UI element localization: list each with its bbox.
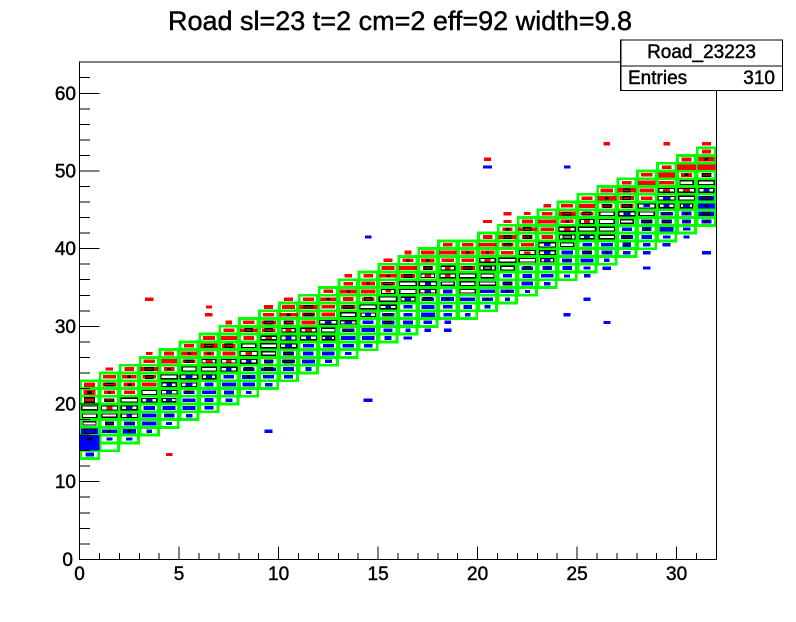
svg-text:20: 20 xyxy=(467,564,488,585)
svg-text:Entries: Entries xyxy=(628,68,687,89)
svg-text:20: 20 xyxy=(55,395,76,416)
svg-text:25: 25 xyxy=(567,564,588,585)
svg-text:60: 60 xyxy=(55,84,76,105)
svg-text:30: 30 xyxy=(55,317,76,338)
svg-text:50: 50 xyxy=(55,162,76,183)
svg-text:310: 310 xyxy=(743,68,775,89)
svg-text:10: 10 xyxy=(55,472,76,493)
svg-text:0: 0 xyxy=(74,564,85,585)
svg-text:0: 0 xyxy=(62,550,73,571)
svg-text:40: 40 xyxy=(55,239,76,260)
svg-text:15: 15 xyxy=(368,564,389,585)
svg-text:30: 30 xyxy=(666,564,687,585)
svg-text:Road sl=23 t=2 cm=2 eff=92 wid: Road sl=23 t=2 cm=2 eff=92 width=9.8 xyxy=(168,6,632,36)
svg-text:5: 5 xyxy=(174,564,185,585)
svg-text:Road_23223: Road_23223 xyxy=(647,42,756,63)
svg-text:10: 10 xyxy=(268,564,289,585)
